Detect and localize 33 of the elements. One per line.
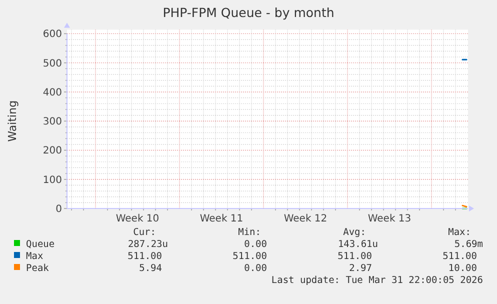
- x-tick-label: Week 11: [200, 214, 244, 224]
- y-tick-label: 200: [42, 146, 62, 157]
- legend-label: Max: [26, 251, 44, 262]
- y-tick-label: 600: [42, 29, 62, 40]
- y-tick-label: 500: [42, 58, 62, 70]
- x-tick-label: Week 12: [284, 214, 328, 224]
- text: 0.00: [244, 239, 268, 250]
- text: 511.00: [232, 251, 268, 262]
- text: Avg:: [343, 227, 366, 238]
- y-tick-label: 400: [42, 87, 62, 98]
- text: 511.00: [338, 251, 372, 262]
- y-axis-title: Waiting: [6, 100, 19, 142]
- text: 0.00: [244, 263, 268, 274]
- text: 10.00: [448, 263, 478, 274]
- legend-label: Queue: [26, 239, 55, 250]
- text: Max:: [448, 227, 471, 238]
- chart-title: PHP-FPM Queue - by month: [162, 5, 334, 20]
- text: 5.69m: [454, 239, 484, 250]
- text: 287.23u: [128, 239, 168, 250]
- x-tick-label: Week 13: [368, 214, 412, 224]
- text: Cur:: [133, 227, 156, 238]
- y-tick-label: 0: [56, 204, 62, 215]
- text: 511.00: [442, 251, 478, 262]
- text: 5.94: [139, 263, 162, 274]
- text: Last update: Tue Mar 31 22:00:05 2026: [271, 275, 484, 286]
- x-tick-label: Week 10: [116, 214, 160, 224]
- y-tick-label: 100: [42, 174, 62, 186]
- y-tick-label: 300: [42, 116, 62, 128]
- text: 511.00: [128, 251, 162, 262]
- text: 2.97: [349, 263, 372, 274]
- text: Min:: [238, 227, 261, 238]
- text: 143.61u: [338, 239, 378, 250]
- legend-label: Peak: [26, 263, 50, 274]
